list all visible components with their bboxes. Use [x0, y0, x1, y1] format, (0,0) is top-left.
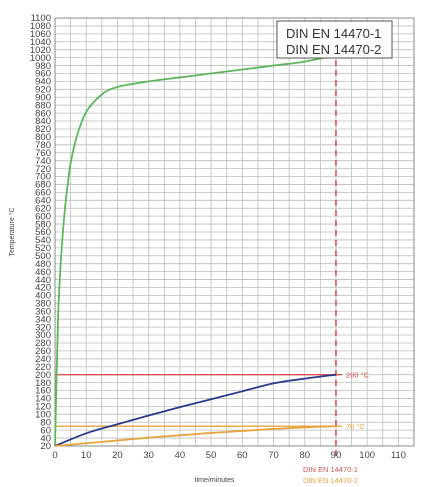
reference-line-label: 70 °C — [346, 422, 365, 431]
legend-text: DIN EN 14470-1 — [286, 26, 381, 41]
y-axis-label: Temperature °C — [8, 207, 16, 256]
x-axis-label: time/minutes — [195, 477, 235, 484]
x-tick-label: 0 — [52, 450, 57, 461]
x-tick-label: 10 — [81, 450, 92, 461]
y-tick-label: 1100 — [31, 13, 51, 24]
x-tick-label: 100 — [359, 450, 375, 461]
bottom-standard-label: DIN EN 14470-2 — [303, 476, 358, 485]
x-tick-label: 40 — [175, 450, 186, 461]
reference-line-label: 200 °C — [346, 371, 370, 380]
x-tick-label: 80 — [299, 450, 310, 461]
x-tick-label: 30 — [143, 450, 154, 461]
x-tick-label: 50 — [206, 450, 217, 461]
x-tick-label: 110 — [391, 450, 406, 461]
x-tick-label: 20 — [112, 450, 123, 461]
legend-text: DIN EN 14470-2 — [286, 42, 381, 57]
x-tick-label: 90 — [331, 450, 342, 461]
x-tick-label: 70 — [268, 450, 279, 461]
x-tick-label: 60 — [237, 450, 248, 461]
bottom-standard-label: DIN EN 14470-1 — [303, 465, 358, 474]
